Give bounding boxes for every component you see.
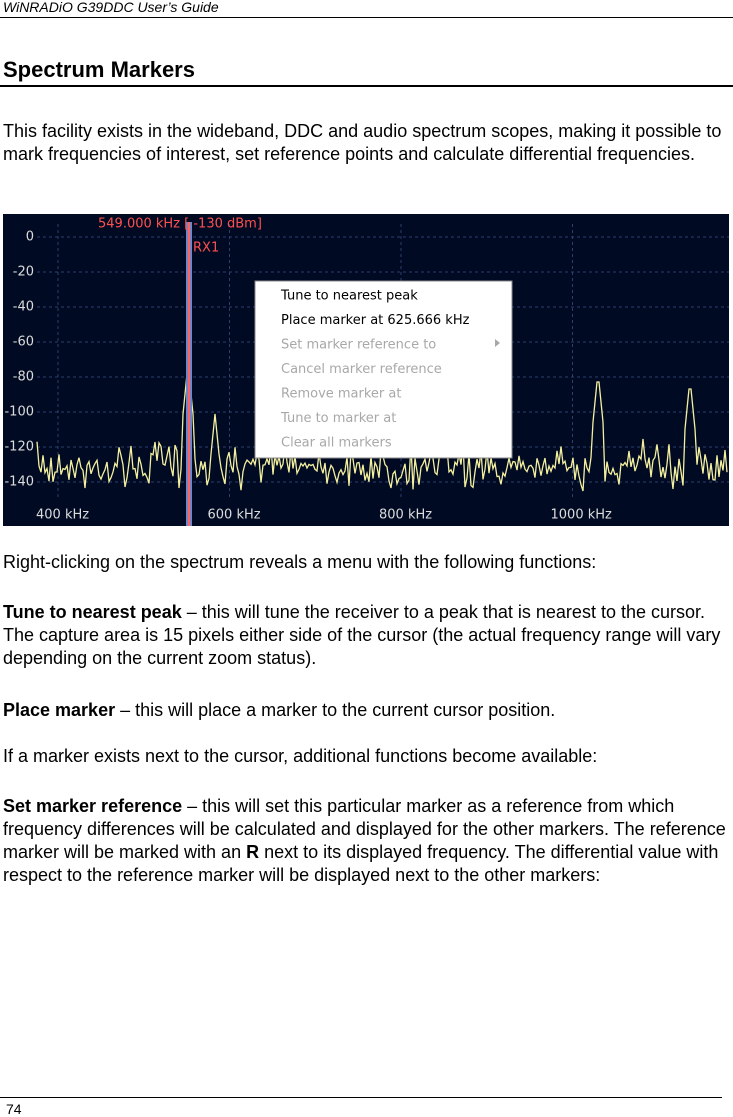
menu-item: Tune to nearest peak	[280, 289, 418, 304]
text: Right-clicking on the spectrum reveals a…	[3, 552, 597, 572]
submenu-arrow	[495, 339, 500, 347]
y-tick-label: -100	[4, 405, 34, 420]
text: This facility exists in the wideband, DD…	[3, 121, 722, 164]
paragraph: This facility exists in the wideband, DD…	[3, 120, 731, 166]
marker-name: RX1	[193, 241, 219, 256]
page-number: 74	[6, 1101, 22, 1117]
menu-item: Remove marker at	[281, 387, 401, 402]
text: – this will tune the receiver to a peak …	[3, 602, 721, 668]
y-tick-label: -60	[13, 335, 34, 350]
text: If a marker exists next to the cursor, a…	[3, 746, 598, 766]
context-menu	[254, 280, 513, 459]
menu-item: Set marker reference to	[281, 338, 436, 353]
y-tick-label: -140	[4, 475, 34, 490]
spectrum-screenshot: 0 -20 -40 -60 -80 -100 -120 -140 400 kHz 600 kHz 8…	[3, 214, 729, 526]
paragraph: Right-clicking on the spectrum reveals a…	[3, 551, 731, 574]
menu-item: Clear all markers	[281, 436, 392, 451]
menu-item: Tune to marker at	[280, 411, 396, 426]
x-tick-label: 800 kHz	[379, 508, 432, 523]
text: – this will place a marker to the curren…	[115, 700, 556, 720]
paragraph: Place marker – this will place a marker …	[3, 699, 731, 722]
y-tick-label: 0	[26, 230, 34, 245]
menu-item: Cancel marker reference	[281, 362, 442, 377]
y-tick-label: -120	[4, 440, 34, 455]
y-tick-label: -80	[13, 370, 34, 385]
bold-text: Place marker	[3, 700, 116, 720]
section-rule	[0, 85, 733, 87]
bold-text: R	[246, 842, 260, 862]
header-title: WiNRADiO G39DDC User’s Guide	[3, 0, 219, 15]
header-rule	[0, 17, 733, 18]
text: next to its displayed frequency. The dif…	[3, 842, 719, 885]
footer-rule	[0, 1097, 722, 1098]
section-title: Spectrum Markers	[3, 57, 195, 82]
x-tick-label: 1000 kHz	[551, 508, 613, 523]
bold-text: Tune to nearest peak	[3, 602, 182, 622]
y-tick-label: -20	[13, 265, 34, 280]
x-tick-label: 400 kHz	[36, 508, 89, 523]
text: – this will set this particular marker a…	[3, 796, 726, 862]
paragraph: Tune to nearest peak – this will tune th…	[3, 601, 731, 670]
paragraph: If a marker exists next to the cursor, a…	[3, 745, 731, 768]
bold-text: Set marker reference	[3, 796, 183, 816]
paragraph: Set marker reference – this will set thi…	[3, 795, 731, 887]
menu-item: Place marker at 625.666 kHz	[281, 313, 470, 328]
marker-label: 549.000 kHz [ -130 dBm]	[98, 217, 262, 232]
y-tick-label: -40	[13, 300, 34, 315]
x-tick-label: 600 kHz	[208, 508, 261, 523]
